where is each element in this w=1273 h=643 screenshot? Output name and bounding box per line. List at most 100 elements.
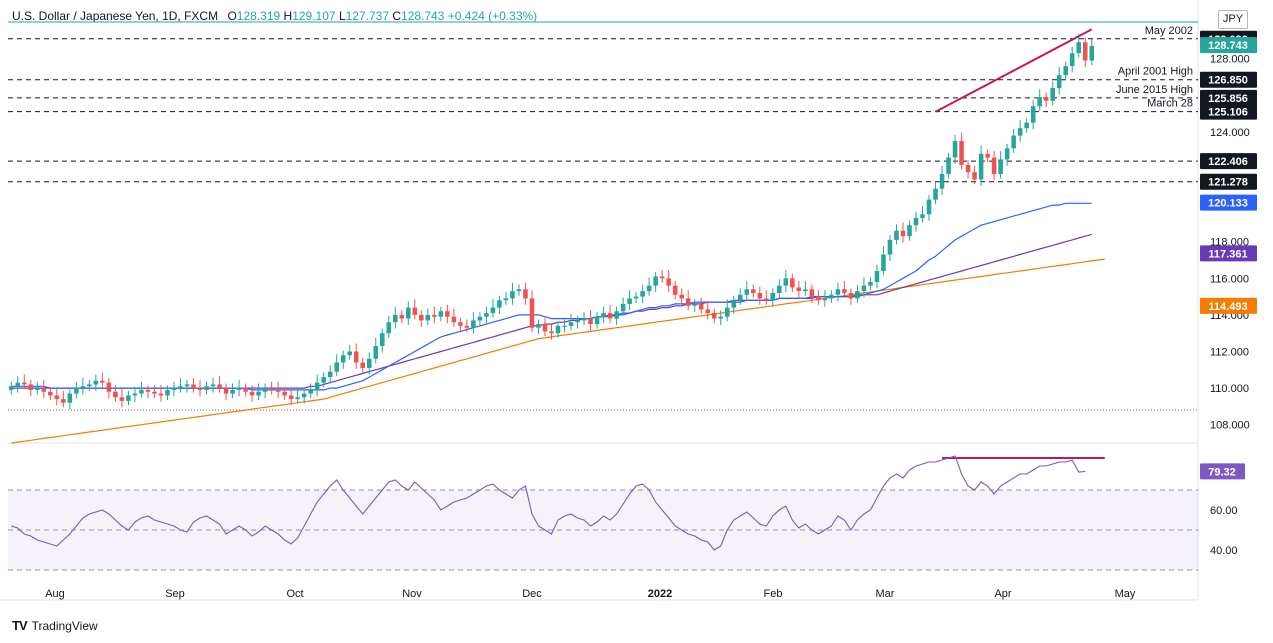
candle-body: [106, 382, 112, 392]
candle-body: [575, 320, 580, 323]
candle-body: [308, 389, 313, 394]
price-tick-label: 124.000: [1210, 127, 1250, 139]
candle-body: [1024, 122, 1029, 129]
time-axis-label: Sep: [165, 588, 185, 600]
chart-header: U.S. Dollar / Japanese Yen, 1D, FXCM O12…: [12, 9, 537, 23]
candle-body: [347, 351, 352, 356]
rsi-tick-label: 40.00: [1210, 545, 1238, 557]
candle-body: [868, 281, 873, 286]
candle-body: [920, 214, 925, 218]
candle-body: [432, 314, 437, 317]
price-tag-box: [1200, 37, 1257, 54]
candle-body: [87, 384, 92, 387]
candle-body: [724, 307, 730, 317]
price-tag-label: 125.106: [1208, 107, 1248, 119]
price-tag-box: [1200, 153, 1257, 170]
candle-body: [614, 311, 619, 319]
candle-body: [419, 314, 424, 321]
candle-body: [764, 298, 769, 301]
price-tick-label: 110.000: [1210, 383, 1249, 395]
price-tag-box: [1200, 103, 1257, 120]
candle-body: [770, 292, 776, 301]
candle-body: [204, 386, 209, 390]
candle-body: [601, 313, 606, 317]
candle-body: [991, 157, 997, 174]
candle-body: [620, 303, 626, 312]
candle-body: [803, 289, 808, 292]
ma-fast-line: [11, 202, 1092, 391]
price-tag-box: [1200, 89, 1257, 106]
ohlc-open: O128.319: [227, 9, 281, 23]
symbol-label: U.S. Dollar / Japanese Yen, 1D, FXCM: [12, 9, 219, 23]
candle-body: [874, 270, 880, 282]
candle-body: [262, 388, 268, 392]
candle-body: [28, 384, 34, 390]
candle-body: [126, 395, 131, 401]
candle-body: [777, 285, 782, 293]
candle-body: [217, 384, 222, 389]
candle-body: [477, 316, 483, 321]
level-label: June 2015 High: [1116, 84, 1193, 96]
candle-body: [171, 388, 177, 390]
candle-body: [998, 159, 1003, 174]
candle-body: [497, 300, 502, 308]
candle-body: [523, 289, 528, 299]
candle-body: [48, 391, 53, 396]
candle-body: [353, 351, 359, 363]
candle-body: [698, 303, 704, 310]
candle-body: [555, 325, 561, 334]
candle-body: [835, 289, 841, 295]
candle-body: [54, 395, 60, 400]
candle-body: [510, 291, 515, 299]
candle-body: [314, 382, 320, 390]
candle-body: [972, 172, 977, 180]
candle-body: [165, 389, 170, 396]
candle-body: [1089, 45, 1095, 61]
candle-body: [581, 318, 587, 321]
candle-body: [191, 384, 196, 389]
candle-body: [399, 314, 405, 319]
level-label: March 28: [1147, 98, 1193, 110]
candle-body: [822, 298, 828, 301]
candle-body: [15, 382, 21, 387]
price-tag-label: 122.406: [1208, 156, 1248, 168]
candle-body: [8, 386, 14, 390]
candle-body: [113, 391, 118, 398]
price-tag-label: 120.133: [1208, 198, 1248, 210]
candle-body: [1011, 135, 1016, 149]
ohlc-high: H129.107: [283, 9, 336, 23]
candle-body: [939, 173, 945, 189]
time-axis-label: Feb: [764, 588, 783, 600]
candle-body: [366, 358, 372, 368]
candle-body: [74, 388, 79, 394]
candle-body: [379, 333, 385, 347]
ma-slow-line: [11, 258, 1105, 444]
candle-body: [783, 278, 789, 286]
candle-body: [412, 307, 418, 315]
candle-body: [373, 346, 379, 359]
candle-body: [685, 298, 691, 306]
candle-body: [516, 289, 522, 292]
candle-body: [679, 294, 684, 299]
time-axis-label: Apr: [994, 588, 1011, 600]
candle-body: [100, 380, 105, 383]
candle-body: [67, 393, 73, 403]
currency-badge[interactable]: JPY: [1218, 10, 1248, 29]
candle-body: [926, 199, 932, 215]
candle-body: [451, 316, 457, 323]
price-tag-label: 126.850: [1208, 75, 1248, 87]
candle-body: [269, 388, 274, 390]
price-tag-box: [1200, 245, 1257, 262]
watermark-text: TradingView: [31, 618, 98, 633]
candle-body: [887, 239, 893, 255]
candle-body: [705, 309, 710, 314]
candle-body: [594, 316, 600, 325]
candle-body: [737, 294, 743, 301]
candle-body: [946, 157, 951, 174]
candle-body: [503, 298, 509, 301]
candle-body: [210, 384, 216, 387]
candle-body: [301, 393, 307, 398]
candle-body: [985, 153, 990, 158]
candle-body: [640, 291, 645, 297]
